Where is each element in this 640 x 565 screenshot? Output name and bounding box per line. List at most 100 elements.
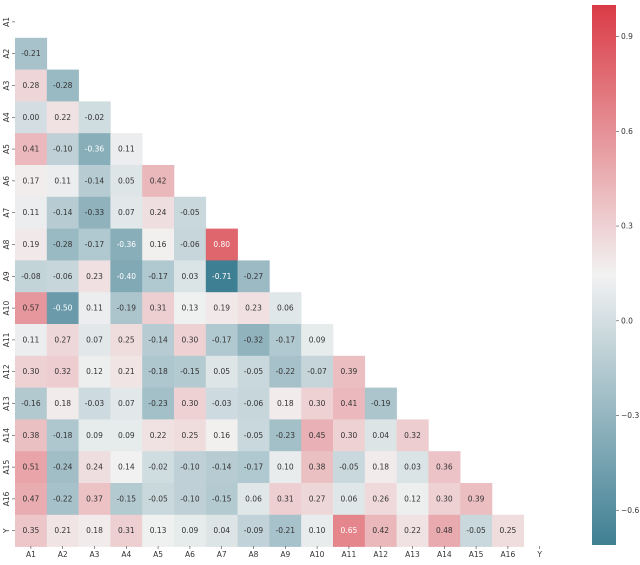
cell-value-label: -0.19 bbox=[371, 399, 391, 408]
heatmap-cell bbox=[15, 260, 48, 293]
cell-value-label: 0.18 bbox=[86, 526, 103, 535]
cell-value-label: 0.18 bbox=[277, 399, 294, 408]
cell-value-label: 0.25 bbox=[182, 431, 199, 440]
cell-value-label: 0.16 bbox=[150, 240, 167, 249]
heatmap-cell bbox=[269, 451, 302, 484]
y-tick-label: A13 bbox=[2, 396, 11, 411]
cell-value-label: -0.21 bbox=[276, 526, 296, 535]
cell-value-label: -0.19 bbox=[117, 304, 137, 313]
heatmap-cell bbox=[15, 228, 48, 261]
cell-value-label: 0.30 bbox=[182, 335, 199, 344]
cell-value-label: -0.10 bbox=[180, 494, 200, 503]
heatmap-cell bbox=[46, 387, 79, 420]
heatmap-cell bbox=[78, 483, 111, 516]
heatmap-cell bbox=[46, 196, 79, 229]
cell-value-label: 0.51 bbox=[23, 463, 40, 472]
cell-value-label: -0.14 bbox=[212, 463, 232, 472]
cell-value-label: 0.18 bbox=[372, 463, 389, 472]
heatmap-cell bbox=[15, 37, 48, 70]
y-tick-label: A1 bbox=[2, 17, 11, 27]
cell-value-label: 0.25 bbox=[500, 526, 517, 535]
cell-value-label: -0.06 bbox=[180, 240, 200, 249]
y-tick-label: A4 bbox=[2, 112, 11, 122]
cell-value-label: 0.11 bbox=[23, 208, 40, 217]
heatmap-cell bbox=[174, 228, 207, 261]
heatmap-cell bbox=[333, 419, 366, 452]
heatmap-cell bbox=[15, 101, 48, 134]
heatmap-cell bbox=[142, 451, 175, 484]
cell-value-label: -0.03 bbox=[85, 399, 105, 408]
cell-value-label: 0.30 bbox=[23, 367, 40, 376]
cell-value-label: -0.32 bbox=[244, 335, 264, 344]
cell-value-label: 0.30 bbox=[341, 431, 358, 440]
heatmap-cell bbox=[237, 387, 270, 420]
heatmap-cell bbox=[237, 292, 270, 325]
heatmap-cell bbox=[174, 196, 207, 229]
heatmap-cell bbox=[15, 324, 48, 357]
cell-value-label: -0.07 bbox=[307, 367, 327, 376]
x-tick-label: Y bbox=[536, 550, 542, 559]
cell-value-label: 0.11 bbox=[54, 176, 71, 185]
heatmap-cell bbox=[428, 483, 461, 516]
cell-value-label: 0.11 bbox=[118, 145, 135, 154]
heatmap-cell bbox=[396, 483, 429, 516]
heatmap-cell bbox=[364, 387, 397, 420]
cell-value-label: 0.21 bbox=[118, 367, 135, 376]
cell-value-label: 0.04 bbox=[213, 526, 230, 535]
cell-value-label: -0.22 bbox=[53, 494, 73, 503]
heatmap-cell bbox=[269, 355, 302, 388]
cell-value-label: -0.14 bbox=[85, 176, 105, 185]
heatmap-cell bbox=[15, 196, 48, 229]
heatmap-cell bbox=[333, 387, 366, 420]
y-tick-label: A2 bbox=[2, 49, 11, 59]
cell-value-label: 0.06 bbox=[245, 494, 262, 503]
cell-value-label: 0.06 bbox=[341, 494, 358, 503]
x-tick-label: A7 bbox=[217, 550, 227, 559]
cell-value-label: -0.14 bbox=[148, 335, 168, 344]
cell-value-label: -0.17 bbox=[276, 335, 296, 344]
heatmap-cell bbox=[301, 324, 334, 357]
heatmap-cell bbox=[333, 451, 366, 484]
heatmap-cell bbox=[237, 451, 270, 484]
x-tick-label: A1 bbox=[26, 550, 36, 559]
heatmap-cell bbox=[205, 228, 238, 261]
heatmap-cell bbox=[174, 355, 207, 388]
cell-value-label: 0.42 bbox=[150, 176, 167, 185]
cell-value-label: -0.23 bbox=[148, 399, 168, 408]
heatmap-cell bbox=[110, 514, 143, 547]
heatmap-cell bbox=[301, 355, 334, 388]
cell-value-label: 0.19 bbox=[213, 304, 230, 313]
cell-value-label: 0.41 bbox=[23, 145, 40, 154]
heatmap-cell bbox=[142, 165, 175, 198]
cell-value-label: 0.27 bbox=[309, 494, 326, 503]
heatmap-cell bbox=[46, 69, 79, 102]
heatmap-cell bbox=[301, 483, 334, 516]
heatmap-cell bbox=[301, 387, 334, 420]
colorbar-tick-label: −0.6 bbox=[621, 506, 639, 515]
cell-value-label: 0.30 bbox=[436, 494, 453, 503]
colorbar-tick-label: 0.0 bbox=[621, 316, 633, 325]
heatmap-cell bbox=[364, 514, 397, 547]
cell-value-label: 0.22 bbox=[150, 431, 167, 440]
cell-value-label: -0.50 bbox=[53, 304, 73, 313]
cell-value-label: -0.03 bbox=[212, 399, 232, 408]
cell-value-label: -0.71 bbox=[212, 272, 232, 281]
cell-value-label: 0.25 bbox=[118, 335, 135, 344]
heatmap-cell bbox=[301, 451, 334, 484]
x-tick-label: A5 bbox=[153, 550, 163, 559]
cell-value-label: 0.18 bbox=[54, 399, 71, 408]
heatmap-cell bbox=[142, 387, 175, 420]
heatmap-cell bbox=[46, 355, 79, 388]
heatmap-cell bbox=[78, 165, 111, 198]
heatmap-cell bbox=[174, 387, 207, 420]
heatmap-cell bbox=[46, 419, 79, 452]
heatmap-cell bbox=[269, 387, 302, 420]
heatmap-cell bbox=[15, 514, 48, 547]
cell-value-label: 0.30 bbox=[309, 399, 326, 408]
x-tick-label: A4 bbox=[121, 550, 131, 559]
cell-value-label: 0.09 bbox=[86, 431, 103, 440]
heatmap-cell bbox=[46, 451, 79, 484]
cell-value-label: 0.03 bbox=[182, 272, 199, 281]
heatmap-cell bbox=[142, 483, 175, 516]
cell-value-label: 0.65 bbox=[341, 526, 358, 535]
